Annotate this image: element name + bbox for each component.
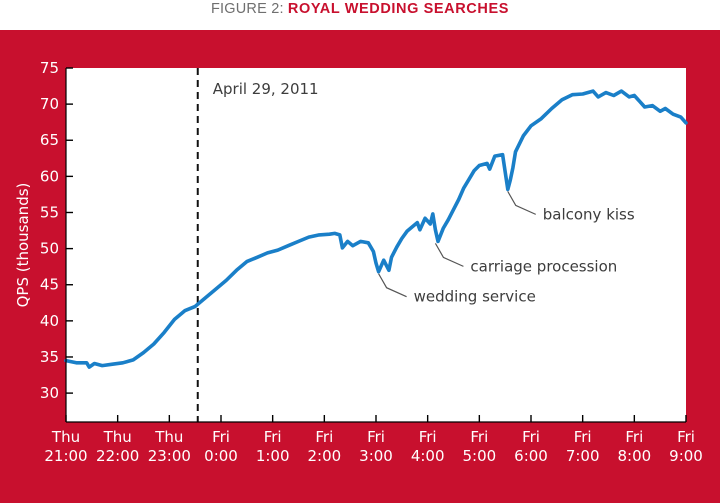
x-tick-label-time: 4:00 bbox=[411, 447, 445, 465]
x-tick-label-time: 3:00 bbox=[359, 447, 393, 465]
figure-title: FIGURE 2: ROYAL WEDDING SEARCHES bbox=[0, 1, 720, 17]
x-tick-label-time: 5:00 bbox=[462, 447, 496, 465]
x-tick-label-day: Fri bbox=[367, 428, 385, 446]
x-tick-label-time: 9:00 bbox=[669, 447, 703, 465]
x-tick-label-day: Thu bbox=[154, 428, 183, 446]
x-tick-label-day: Fri bbox=[212, 428, 230, 446]
x-tick-label-day: Fri bbox=[470, 428, 488, 446]
x-tick-label-day: Fri bbox=[574, 428, 592, 446]
x-tick-label-time: 6:00 bbox=[514, 447, 548, 465]
figure-header: FIGURE 2: ROYAL WEDDING SEARCHES bbox=[0, 0, 720, 30]
x-tick-label-day: Fri bbox=[315, 428, 333, 446]
x-tick-label-time: 7:00 bbox=[566, 447, 600, 465]
qps-series-line bbox=[64, 89, 688, 369]
line-chart: 30354045505560657075Thu21:00Thu22:00Thu2… bbox=[14, 59, 703, 465]
y-tick-label: 75 bbox=[40, 59, 59, 77]
x-tick-label-day: Fri bbox=[264, 428, 282, 446]
date-marker-label: April 29, 2011 bbox=[213, 80, 319, 98]
x-tick-label-day: Fri bbox=[522, 428, 540, 446]
annotation-leader bbox=[507, 191, 536, 215]
y-tick-label: 65 bbox=[40, 131, 59, 149]
y-tick-label: 50 bbox=[40, 240, 59, 258]
x-tick-label-day: Fri bbox=[625, 428, 643, 446]
y-tick-label: 60 bbox=[40, 167, 59, 185]
figure-prefix: FIGURE 2: bbox=[210, 1, 288, 17]
annotation-leader bbox=[378, 273, 407, 298]
annotation-label: wedding service bbox=[414, 288, 536, 306]
y-tick-label: 30 bbox=[40, 384, 59, 402]
x-tick-label-day: Fri bbox=[677, 428, 695, 446]
x-tick-label-day: Thu bbox=[51, 428, 80, 446]
y-tick-label: 35 bbox=[40, 348, 59, 366]
chart-panel: 30 35 40 45 50 55 60 65 70 75 Thu 21:00 Thu 22:00 Thu 2… bbox=[0, 30, 720, 503]
x-tick-label-time: 8:00 bbox=[617, 447, 651, 465]
y-tick-label: 55 bbox=[40, 203, 59, 221]
y-tick-label: 70 bbox=[40, 95, 59, 113]
y-tick-label: 45 bbox=[40, 276, 59, 294]
annotation-leader bbox=[434, 243, 464, 267]
annotation-label: carriage procession bbox=[470, 257, 617, 275]
annotation-label: balcony kiss bbox=[543, 205, 635, 223]
plot-area bbox=[66, 68, 686, 422]
x-tick-label-time: 23:00 bbox=[148, 447, 191, 465]
figure-title-text: ROYAL WEDDING SEARCHES bbox=[287, 1, 509, 17]
x-tick-label-time: 1:00 bbox=[256, 447, 290, 465]
x-tick-label-time: 0:00 bbox=[204, 447, 238, 465]
x-tick-label-day: Thu bbox=[103, 428, 132, 446]
x-tick-label-time: 22:00 bbox=[96, 447, 139, 465]
x-tick-label-time: 21:00 bbox=[44, 447, 87, 465]
y-axis-label: QPS (thousands) bbox=[14, 183, 32, 308]
y-tick-label: 40 bbox=[40, 312, 59, 330]
x-tick-label-time: 2:00 bbox=[307, 447, 341, 465]
x-tick-label-day: Fri bbox=[419, 428, 437, 446]
